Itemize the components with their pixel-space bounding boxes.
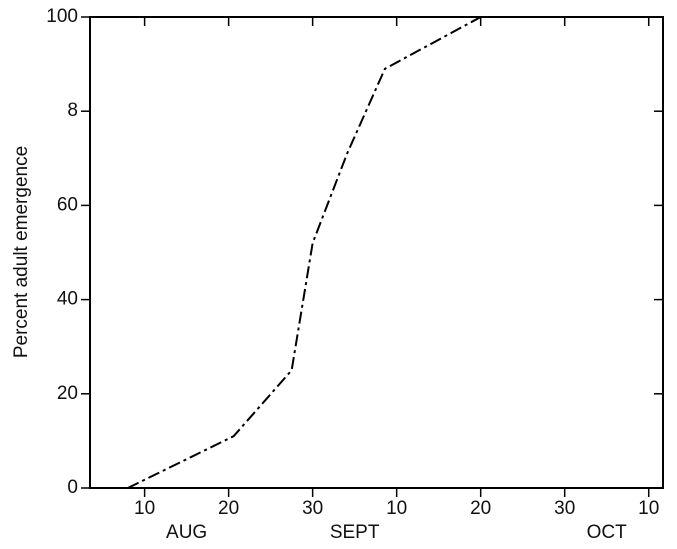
y-tick-label: 100: [46, 6, 78, 27]
x-tick-label: 10: [638, 498, 659, 519]
y-tick-label: 8: [67, 100, 78, 121]
x-tick-label: 30: [554, 498, 575, 519]
y-axis-label: Percent adult emergence: [11, 146, 32, 358]
month-label: SEPT: [330, 522, 380, 543]
x-tick-label: 20: [218, 498, 239, 519]
month-label: OCT: [587, 522, 628, 543]
x-tick-label: 30: [302, 498, 323, 519]
y-tick-label: 60: [57, 194, 78, 215]
y-tick-label: 40: [57, 289, 78, 310]
x-tick-label: 10: [134, 498, 155, 519]
y-tick-label: 0: [67, 477, 78, 498]
y-tick-label: 20: [57, 383, 78, 404]
x-tick-label: 10: [386, 498, 407, 519]
data-line: [127, 16, 482, 489]
plot-frame: [89, 16, 664, 489]
month-label: AUG: [166, 522, 207, 543]
x-tick-label: 20: [470, 498, 491, 519]
